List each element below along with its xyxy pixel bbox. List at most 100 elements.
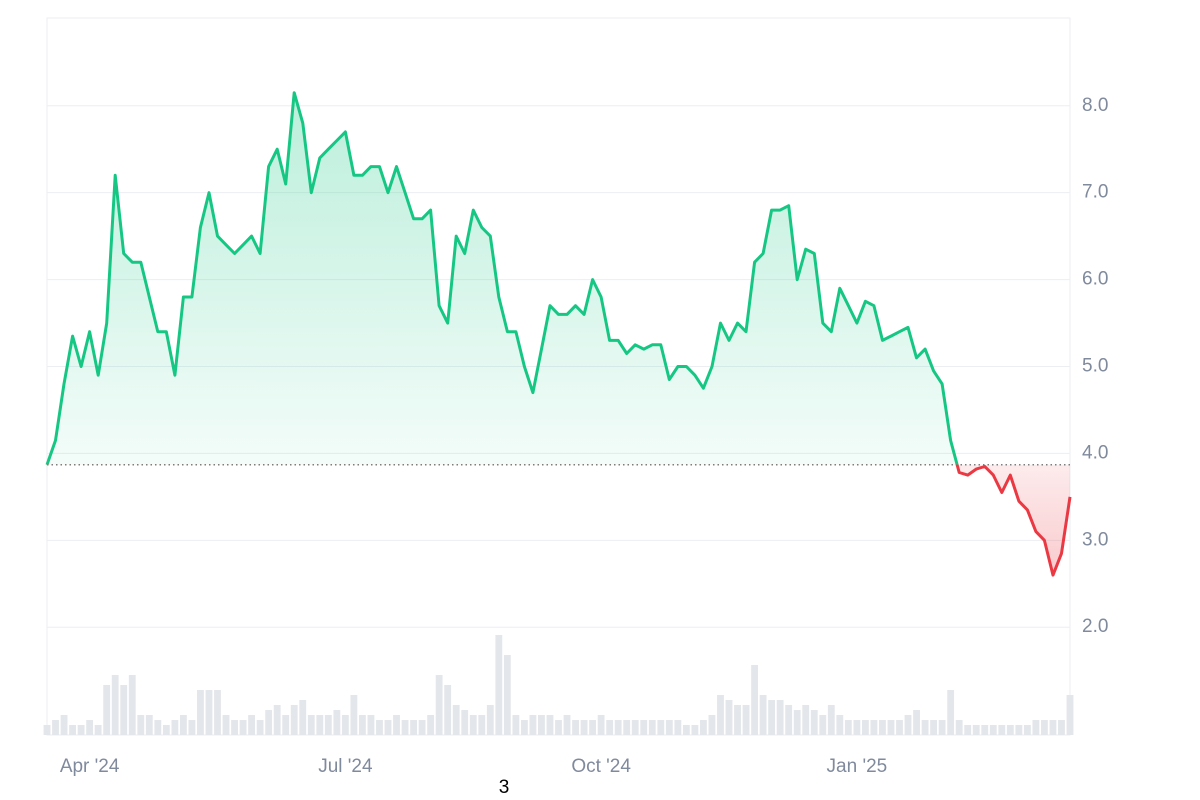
volume-bar	[103, 685, 111, 735]
volume-bar	[708, 715, 716, 735]
volume-bar	[214, 690, 221, 735]
x-tick-label: Jul '24	[318, 756, 373, 777]
x-tick-label: Apr '24	[60, 756, 120, 777]
volume-bar	[921, 720, 929, 735]
volume-bar	[179, 715, 187, 735]
volume-bar	[930, 720, 938, 735]
volume-bar	[290, 705, 298, 735]
y-tick-label: 3.0	[1082, 529, 1108, 550]
volume-bar	[887, 720, 895, 735]
volume-bar	[256, 720, 264, 735]
volume-bar	[827, 705, 835, 735]
volume-bar	[665, 720, 673, 735]
volume-bar	[435, 675, 443, 735]
volume-bar	[43, 725, 51, 735]
volume-bar	[359, 715, 366, 735]
volume-bar	[137, 715, 145, 735]
volume-bar	[785, 705, 793, 735]
volume-bar	[580, 720, 588, 735]
volume-bar	[904, 715, 912, 735]
y-tick-label: 2.0	[1082, 616, 1108, 637]
volume-bar	[307, 715, 315, 735]
volume-bar	[529, 715, 537, 735]
y-tick-label: 7.0	[1082, 182, 1108, 203]
volume-bar	[503, 655, 511, 735]
volume-bar	[248, 715, 256, 735]
volume-bar	[486, 705, 494, 735]
volume-bar	[376, 720, 383, 735]
volume-bar	[768, 700, 776, 735]
volume-bar	[861, 720, 869, 735]
y-tick-label: 8.0	[1082, 95, 1108, 116]
x-tick-label: Jan '25	[827, 756, 888, 777]
volume-bar	[691, 725, 699, 735]
volume-bar	[955, 720, 963, 735]
volume-bar	[282, 715, 290, 735]
volume-bar	[751, 665, 758, 735]
volume-bar	[947, 690, 955, 735]
volume-bar	[120, 685, 128, 735]
volume-bar	[810, 710, 818, 735]
volume-bar	[367, 715, 375, 735]
volume-bar	[597, 715, 605, 735]
volume-bar	[546, 715, 554, 735]
volume-bar	[648, 720, 656, 735]
page-number: 3	[499, 777, 510, 798]
volume-bar	[725, 700, 733, 735]
volume-bar	[853, 720, 861, 735]
volume-bar	[913, 710, 920, 735]
volume-bar	[1058, 720, 1065, 735]
volume-bar	[171, 720, 179, 735]
volume-bar	[1032, 720, 1040, 735]
volume-bar	[1015, 725, 1023, 735]
volume-bar	[384, 720, 392, 735]
volume-bar	[60, 715, 68, 735]
volume-bar	[162, 725, 170, 735]
volume-bar	[742, 705, 750, 735]
volume-bar	[1066, 695, 1074, 735]
volume-bar	[77, 725, 85, 735]
volume-bar	[606, 720, 614, 735]
volume-bar	[802, 705, 810, 735]
volume-bar	[793, 710, 801, 735]
volume-bar	[452, 705, 460, 735]
volume-bar	[341, 715, 349, 735]
volume-bar	[427, 715, 435, 735]
volume-bar	[69, 725, 76, 735]
volume-bar	[444, 685, 452, 735]
volume-bar	[657, 720, 665, 735]
volume-bar	[734, 705, 741, 735]
volume-bar	[896, 720, 903, 735]
volume-bar	[188, 720, 196, 735]
volume-bar	[350, 695, 358, 735]
price-line	[45, 91, 1072, 577]
volume-bar	[222, 715, 230, 735]
volume-bar	[231, 720, 238, 735]
volume-bar	[401, 720, 409, 735]
volume-bar	[94, 725, 102, 735]
volume-bar	[324, 715, 332, 735]
volume-bar	[333, 710, 341, 735]
volume-bar	[128, 675, 136, 735]
volume-bar	[759, 695, 767, 735]
volume-bar	[520, 720, 528, 735]
volume-bar	[299, 700, 307, 735]
volume-bar	[563, 715, 571, 735]
volume-bar	[674, 720, 682, 735]
volume-bar	[145, 715, 153, 735]
y-tick-label: 4.0	[1082, 442, 1108, 463]
volume-bar	[776, 700, 784, 735]
volume-bar	[410, 720, 417, 735]
volume-bar	[998, 725, 1006, 735]
volume-bar	[197, 690, 204, 735]
volume-bar	[461, 710, 469, 735]
volume-bar	[86, 720, 94, 735]
volume-bar	[589, 720, 597, 735]
volume-bar	[1023, 725, 1031, 735]
x-tick-label: Oct '24	[571, 756, 631, 777]
volume-bar	[273, 705, 281, 735]
volume-bar	[469, 715, 477, 735]
volume-bar	[938, 720, 946, 735]
volume-bar	[52, 720, 59, 735]
volume-bar	[989, 725, 997, 735]
